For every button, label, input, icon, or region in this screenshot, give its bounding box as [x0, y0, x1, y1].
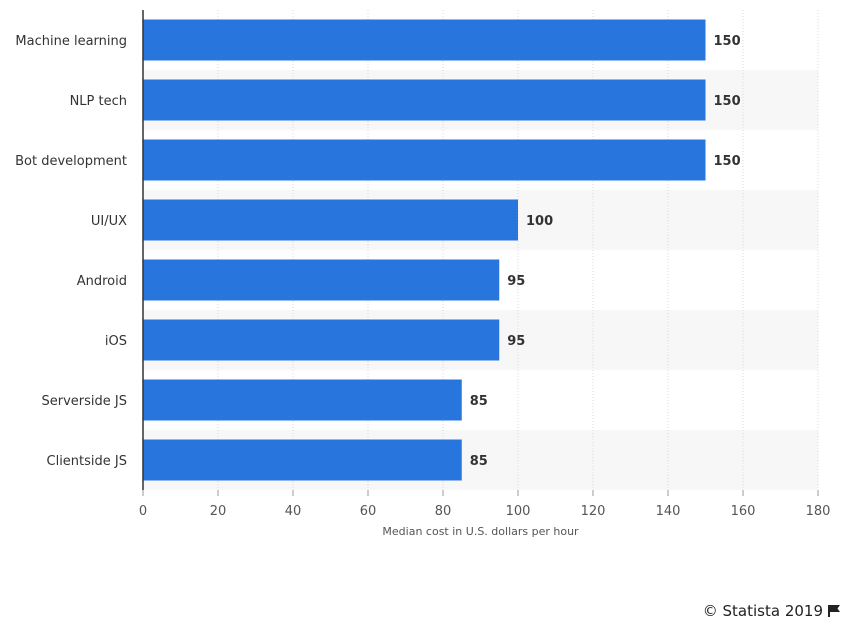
value-label: 150 [714, 154, 741, 169]
source-credit[interactable]: © Statista 2019 [703, 602, 841, 620]
x-tick-label: 80 [435, 504, 452, 519]
bar-nlp-tech[interactable] [143, 79, 706, 121]
value-label: 150 [714, 94, 741, 109]
category-label: Clientside JS [47, 454, 128, 469]
category-labels: Machine learning NLP tech Bot development U… [15, 34, 127, 469]
category-label: Android [77, 274, 127, 289]
category-label: Serverside JS [42, 394, 127, 409]
value-label: 85 [470, 394, 488, 409]
value-label: 150 [714, 34, 741, 49]
category-label: UI/UX [91, 214, 127, 229]
x-tick-labels: 0 20 40 60 80 100 120 140 160 180 [139, 490, 831, 519]
x-tick-label: 100 [506, 504, 531, 519]
bars [143, 19, 706, 481]
x-tick-label: 120 [581, 504, 606, 519]
x-axis-title: Median cost in U.S. dollars per hour [382, 525, 579, 538]
bar-clientside-js[interactable] [143, 439, 462, 481]
value-labels: 150 150 150 100 95 95 85 85 [470, 34, 741, 469]
bar-bot-development[interactable] [143, 139, 706, 181]
bar-android[interactable] [143, 259, 500, 301]
value-label: 95 [507, 334, 525, 349]
x-tick-label: 140 [656, 504, 681, 519]
category-label: Bot development [15, 154, 127, 169]
category-label: Machine learning [15, 34, 127, 49]
bar-ui-ux[interactable] [143, 199, 518, 241]
flag-icon[interactable] [827, 604, 841, 618]
x-tick-label: 40 [285, 504, 302, 519]
x-tick-label: 60 [360, 504, 377, 519]
credit-text[interactable]: © Statista 2019 [702, 602, 823, 620]
x-tick-label: 180 [806, 504, 831, 519]
category-label: iOS [105, 334, 127, 349]
category-label: NLP tech [70, 94, 127, 109]
bar-ios[interactable] [143, 319, 500, 361]
x-tick-label: 20 [210, 504, 227, 519]
value-label: 95 [507, 274, 525, 289]
bar-serverside-js[interactable] [143, 379, 462, 421]
value-label: 100 [526, 214, 553, 229]
x-tick-label: 160 [731, 504, 756, 519]
bar-machine-learning[interactable] [143, 19, 706, 61]
value-label: 85 [470, 454, 488, 469]
x-tick-label: 0 [139, 504, 147, 519]
